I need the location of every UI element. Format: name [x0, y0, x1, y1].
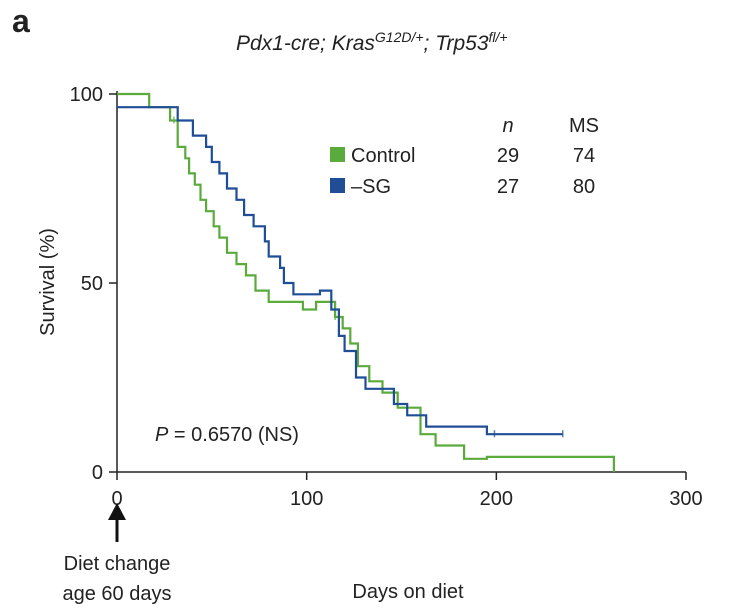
- annotation-line2: age 60 days: [63, 583, 172, 605]
- legend: n MS Control 29 74 –SG 27 80: [330, 115, 599, 198]
- legend-swatch-control: [330, 147, 345, 162]
- panel-label: a: [12, 3, 30, 39]
- legend-header-n: n: [502, 115, 513, 137]
- series-line-sg: [117, 106, 563, 436]
- y-tick-label-50: 50: [81, 273, 103, 295]
- x-tick-label-100: 100: [290, 488, 323, 510]
- y-tick-label-100: 100: [70, 84, 103, 106]
- legend-ms-sg: 80: [573, 176, 595, 198]
- series-line-control: [117, 92, 616, 472]
- legend-header-ms: MS: [569, 115, 599, 137]
- p-value-label: P: [155, 424, 169, 446]
- x-tick-label-0: 0: [111, 488, 122, 510]
- title-gene2-sup: fl/+: [489, 29, 508, 45]
- chart-title: Pdx1-cre; KrasG12D/+; Trp53fl/+: [236, 29, 508, 55]
- title-gene1: Pdx1-cre; Kras: [236, 32, 375, 55]
- y-tick-label-0: 0: [92, 462, 103, 484]
- legend-ms-control: 74: [573, 145, 595, 167]
- p-value-text: = 0.6570 (NS): [168, 424, 299, 446]
- title-gene1-sup: G12D/+: [375, 29, 424, 45]
- p-value: P = 0.6570 (NS): [155, 424, 299, 446]
- axis-ticks: 0 100 200 300 0 50 100: [70, 84, 703, 510]
- legend-label-sg: –SG: [351, 176, 391, 198]
- legend-n-control: 29: [497, 145, 519, 167]
- annotation-line1: Diet change: [64, 553, 171, 575]
- legend-label-control: Control: [351, 145, 415, 167]
- x-tick-label-300: 300: [669, 488, 702, 510]
- x-tick-label-200: 200: [480, 488, 513, 510]
- series-layer: [117, 92, 616, 472]
- y-axis-label: Survival (%): [37, 228, 59, 336]
- diet-change-arrow-icon: [108, 503, 126, 542]
- legend-n-sg: 27: [497, 176, 519, 198]
- legend-swatch-sg: [330, 178, 345, 193]
- x-axis-label: Days on diet: [352, 581, 464, 603]
- title-gene2: Trp53: [435, 32, 489, 55]
- title-sep: ;: [424, 32, 436, 55]
